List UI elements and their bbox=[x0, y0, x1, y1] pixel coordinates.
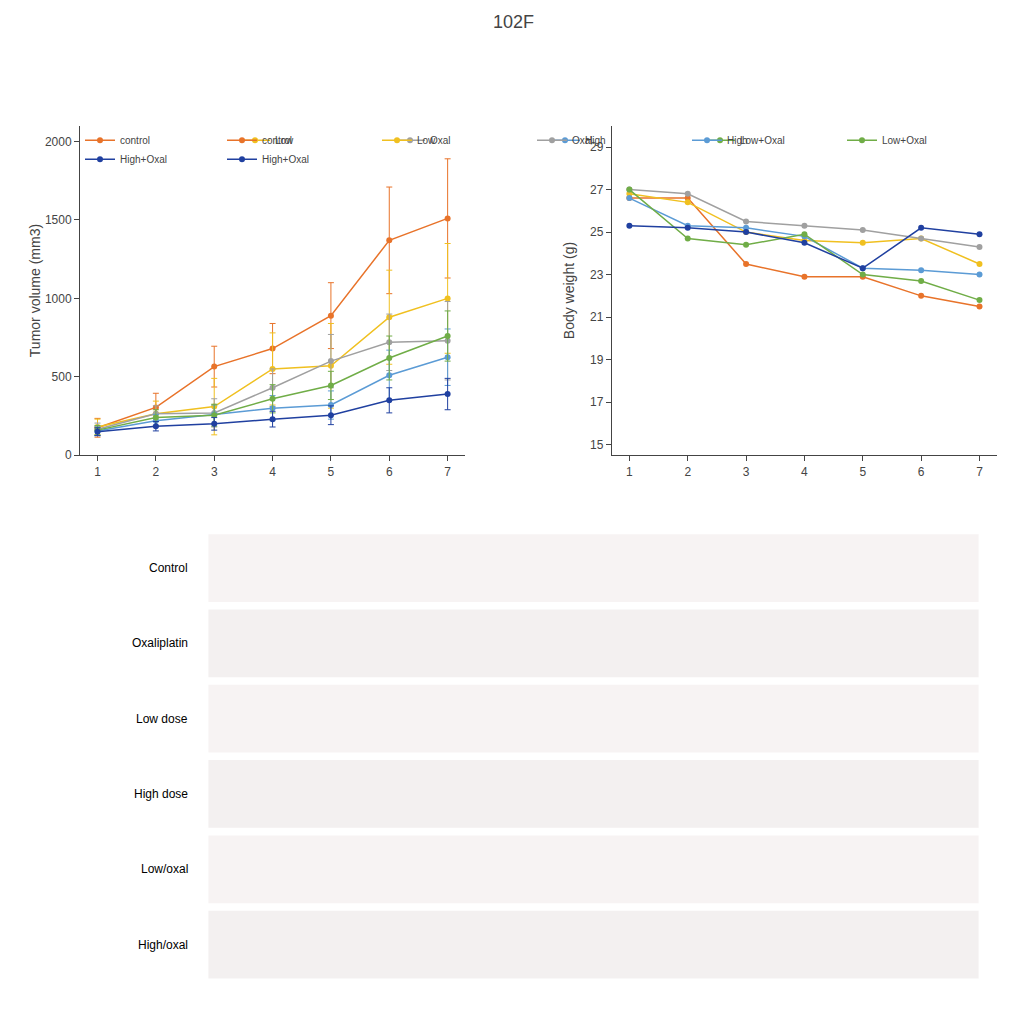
svg-text:Low+Oxal: Low+Oxal bbox=[882, 135, 927, 146]
svg-text:6: 6 bbox=[386, 465, 393, 479]
svg-text:25: 25 bbox=[590, 225, 604, 239]
svg-text:Low: Low bbox=[417, 135, 436, 146]
svg-text:102F: 102F bbox=[493, 12, 534, 32]
svg-text:19: 19 bbox=[590, 353, 604, 367]
svg-text:Oxal: Oxal bbox=[572, 135, 593, 146]
svg-text:3: 3 bbox=[743, 465, 750, 479]
svg-text:Body weight (g): Body weight (g) bbox=[561, 242, 577, 339]
svg-text:control: control bbox=[120, 135, 150, 146]
svg-text:1500: 1500 bbox=[45, 213, 72, 227]
svg-text:High+Oxal: High+Oxal bbox=[262, 154, 309, 165]
svg-text:1: 1 bbox=[626, 465, 633, 479]
svg-text:3: 3 bbox=[211, 465, 218, 479]
svg-text:2: 2 bbox=[153, 465, 160, 479]
svg-text:High/oxal: High/oxal bbox=[138, 938, 188, 952]
svg-text:29: 29 bbox=[590, 140, 604, 155]
svg-text:27: 27 bbox=[590, 183, 604, 197]
svg-text:Oxal: Oxal bbox=[430, 135, 451, 147]
svg-text:5: 5 bbox=[328, 465, 335, 479]
svg-text:1000: 1000 bbox=[45, 292, 72, 306]
svg-text:High: High bbox=[727, 135, 748, 146]
svg-text:High+Oxal: High+Oxal bbox=[120, 154, 167, 165]
svg-text:1: 1 bbox=[94, 465, 101, 479]
svg-text:500: 500 bbox=[52, 370, 72, 384]
svg-text:17: 17 bbox=[590, 395, 604, 409]
svg-text:Control: Control bbox=[149, 561, 188, 575]
svg-text:15: 15 bbox=[590, 438, 604, 452]
svg-text:2: 2 bbox=[684, 465, 691, 479]
svg-text:Low dose: Low dose bbox=[136, 712, 188, 726]
svg-text:control: control bbox=[262, 135, 292, 146]
svg-text:6: 6 bbox=[918, 465, 925, 479]
svg-text:4: 4 bbox=[269, 465, 276, 479]
svg-text:High: High bbox=[585, 135, 606, 147]
svg-text:Low+Oxal: Low+Oxal bbox=[740, 135, 785, 147]
svg-text:7: 7 bbox=[444, 465, 451, 479]
svg-text:4: 4 bbox=[801, 465, 808, 479]
svg-text:Oxaliplatin: Oxaliplatin bbox=[132, 636, 188, 650]
svg-text:7: 7 bbox=[976, 465, 983, 479]
svg-text:0: 0 bbox=[65, 448, 72, 462]
svg-text:5: 5 bbox=[859, 465, 866, 479]
svg-text:23: 23 bbox=[590, 268, 604, 282]
svg-text:Tumor volume (mm3): Tumor volume (mm3) bbox=[27, 224, 43, 357]
svg-text:2000: 2000 bbox=[45, 135, 72, 149]
svg-text:21: 21 bbox=[590, 310, 604, 324]
svg-text:High dose: High dose bbox=[134, 787, 188, 801]
svg-text:Low/oxal: Low/oxal bbox=[141, 862, 188, 876]
